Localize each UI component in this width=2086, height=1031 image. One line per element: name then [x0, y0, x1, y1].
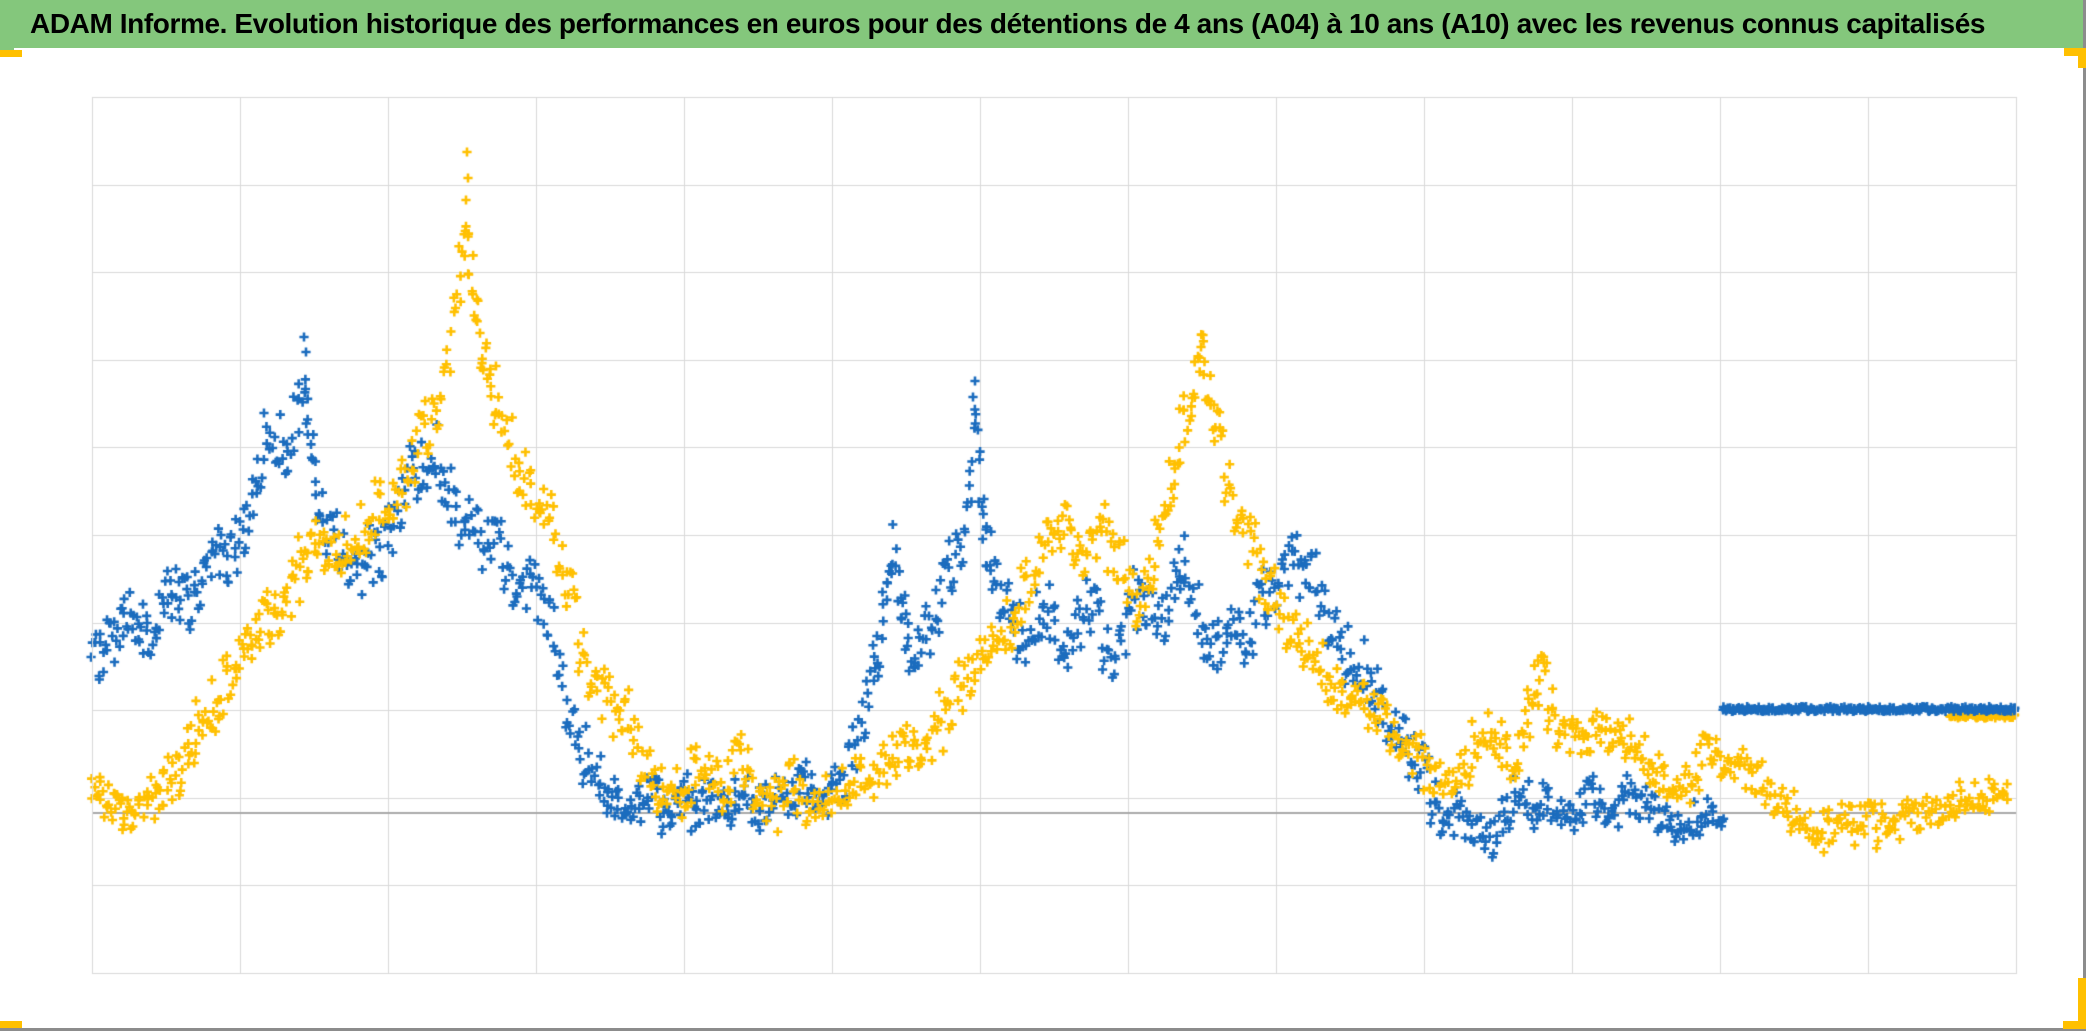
- performance-chart-canvas: [0, 48, 2086, 1025]
- accent-bottom-left: [0, 1021, 22, 1028]
- chart-title-bar: ADAM Informe. Evolution historique des p…: [0, 0, 2086, 48]
- accent-top-right-vertical: [2078, 48, 2086, 68]
- chart-title: ADAM Informe. Evolution historique des p…: [30, 8, 1986, 39]
- accent-bottom-right-horizontal: [2063, 1021, 2086, 1029]
- window-border-right: [2083, 0, 2086, 1031]
- window-border-bottom: [0, 1028, 2086, 1031]
- chart-object[interactable]: [0, 48, 2086, 1025]
- accent-bottom-right-vertical: [2078, 978, 2086, 1023]
- accent-top-right-horizontal: [2064, 48, 2086, 56]
- accent-top-left: [0, 50, 22, 57]
